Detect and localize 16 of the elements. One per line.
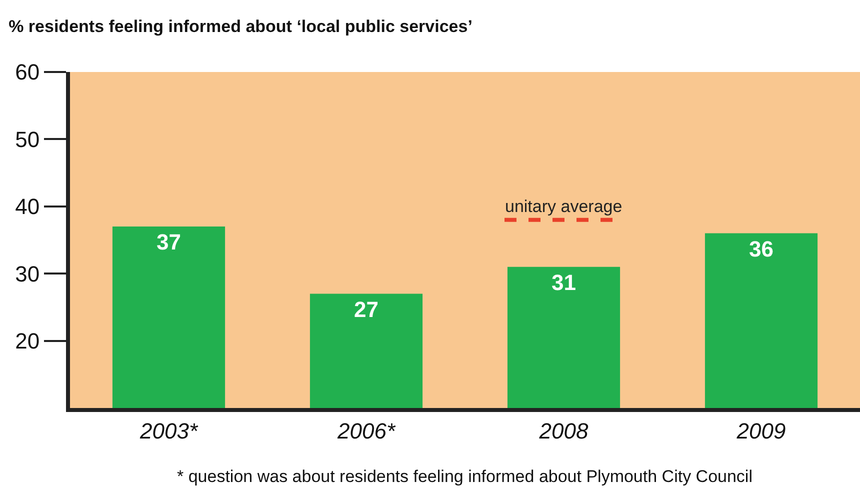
x-tick-label: 2008 [538,418,589,444]
text: * question was about residents feeling informed about Plymouth City Council [177,467,752,486]
data-label: 36 [749,236,774,262]
y-tick-label: 40 [15,194,40,220]
y-tick-label: 50 [15,126,40,152]
x-tick-label: 2003* [138,418,199,444]
y-tick-label: 60 [15,60,40,85]
chart-title: % residents feeling informed about ‘local public services’ [8,16,472,36]
y-tick-label: 30 [15,261,40,286]
x-tick-label: 2006* [336,418,396,444]
ref-line-label: unitary average [505,197,622,216]
x-tick-label: 2009 [736,418,786,444]
y-tick-label: 20 [15,328,40,354]
data-label: 27 [354,296,378,322]
data-label: 37 [156,230,181,255]
data-label: 31 [552,270,576,295]
